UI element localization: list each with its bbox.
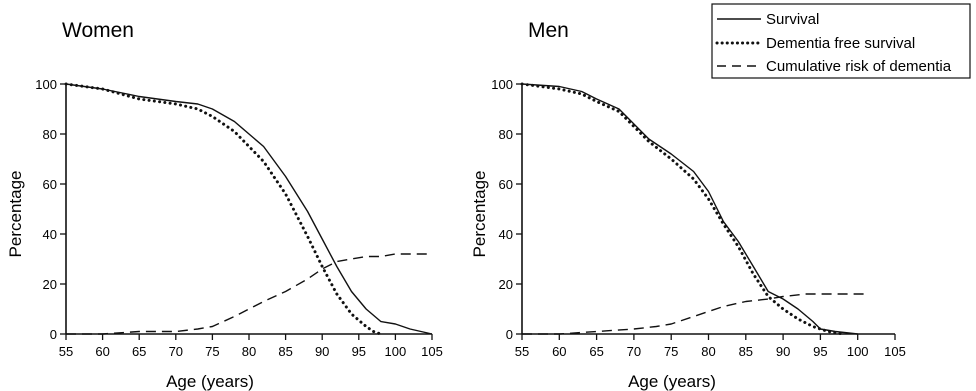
men-x-tick-label: 95 — [813, 344, 827, 359]
women-x-tick-label: 80 — [242, 344, 256, 359]
men-y-tick-label: 60 — [499, 177, 513, 192]
men-x-tick-label: 80 — [701, 344, 715, 359]
women-x-tick-label: 90 — [315, 344, 329, 359]
women-x-tick-label: 100 — [385, 344, 407, 359]
women-x-tick-label: 70 — [169, 344, 183, 359]
women-y-tick-label: 0 — [50, 327, 57, 342]
men-x-tick-label: 75 — [664, 344, 678, 359]
men-series-dotted — [520, 82, 845, 336]
women-series-solid — [65, 83, 433, 335]
men-title: Men — [528, 19, 569, 42]
men-y-tick-label: 40 — [499, 227, 513, 242]
women-title: Women — [62, 19, 134, 42]
men-x-tick-label: 65 — [589, 344, 603, 359]
men-x-tick-label: 60 — [552, 344, 566, 359]
legend: Survival Dementia free survival Cumulati… — [711, 3, 971, 79]
women-x-tick-label: 55 — [59, 344, 73, 359]
men-x-tick-label: 85 — [739, 344, 753, 359]
men-series-dashed — [522, 293, 866, 335]
women-x-tick-label: 75 — [205, 344, 219, 359]
men-x-tick-label: 90 — [776, 344, 790, 359]
women-y-tick-label: 40 — [43, 227, 57, 242]
women-y-tick-label: 100 — [35, 77, 57, 92]
women-series-dashed — [66, 253, 432, 335]
women-y-axis-label: Percentage — [6, 171, 25, 258]
men-y-tick-label: 0 — [506, 327, 513, 342]
women-x-tick-label: 85 — [278, 344, 292, 359]
women-x-tick-label: 60 — [95, 344, 109, 359]
men-x-tick-label: 105 — [884, 344, 906, 359]
women-y-tick-label: 60 — [43, 177, 57, 192]
men-series-solid — [521, 83, 858, 335]
legend-label-dementia-free-survival: Dementia free survival — [766, 35, 915, 52]
women-x-tick-label: 95 — [352, 344, 366, 359]
women-y-tick-label: 20 — [43, 277, 57, 292]
men-y-axis-label: Percentage — [470, 171, 489, 258]
men-y-tick-label: 20 — [499, 277, 513, 292]
legend-label-survival: Survival — [766, 11, 819, 28]
men-x-tick-label: 55 — [515, 344, 529, 359]
women-panel: Women Age (years) Percentage 55 60 65 70 75 8… — [6, 19, 443, 391]
men-x-tick-label: 70 — [627, 344, 641, 359]
women-y-tick-label: 80 — [43, 127, 57, 142]
legend-label-cumulative-risk: Cumulative risk of dementia — [766, 58, 952, 75]
women-x-tick-label: 105 — [421, 344, 443, 359]
men-x-axis-label: Age (years) — [628, 372, 716, 391]
men-y-tick-label: 80 — [499, 127, 513, 142]
women-x-tick-label: 65 — [132, 344, 146, 359]
men-panel: Men Age (years) Percentage 55 60 65 70 75 80 8… — [470, 19, 906, 391]
women-x-axis-label: Age (years) — [166, 372, 254, 391]
men-x-tick-label: 100 — [847, 344, 869, 359]
men-y-tick-label: 100 — [491, 77, 513, 92]
women-series-dotted — [64, 82, 383, 336]
